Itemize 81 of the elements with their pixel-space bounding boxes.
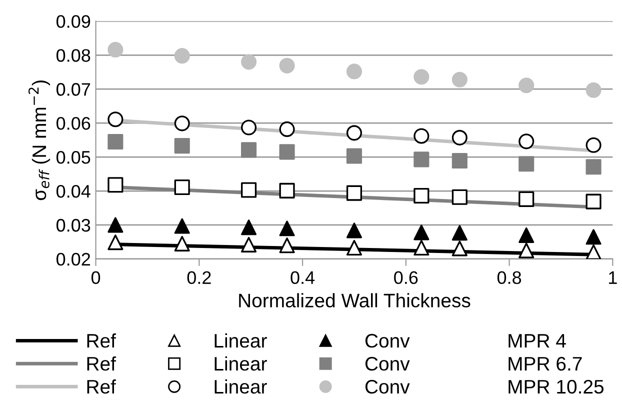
x-tick-label: 1 [609, 271, 617, 284]
point [452, 189, 468, 205]
point [279, 238, 295, 254]
point [586, 159, 602, 175]
x-tick-label: 0.8 [497, 271, 522, 284]
legend-label: Ref [87, 333, 116, 348]
point [108, 217, 124, 233]
point [452, 225, 468, 241]
legend-label: Ref [87, 356, 116, 371]
point [414, 188, 430, 204]
point [108, 134, 124, 150]
y-tick-label: 0.06 [56, 117, 90, 130]
point [346, 185, 362, 201]
x-tick-label: 0 [91, 271, 100, 284]
y-tick-label: 0.02 [56, 252, 90, 266]
point [586, 194, 602, 210]
point [279, 182, 295, 198]
point [346, 64, 362, 80]
x-tick-label: 0.2 [187, 271, 211, 284]
point [346, 148, 362, 164]
x-tick-label: 0.6 [394, 271, 418, 284]
point [518, 242, 534, 258]
text: MPR 10.25 [508, 380, 604, 394]
legend-label: Conv [365, 356, 410, 371]
legend-label: Conv [365, 334, 410, 348]
y-tick-label: 0.09 [56, 15, 90, 28]
point [586, 137, 602, 153]
point [108, 42, 124, 58]
point [586, 229, 602, 245]
point [518, 78, 534, 94]
legend-label: Conv [365, 380, 410, 394]
point [518, 134, 534, 150]
point [452, 153, 468, 169]
point [518, 227, 534, 243]
point [241, 220, 257, 236]
point [174, 180, 190, 196]
point [518, 191, 534, 207]
y-tick-label: 0.07 [56, 83, 90, 96]
point [174, 236, 190, 252]
point [108, 234, 124, 250]
point [452, 240, 468, 256]
point [414, 152, 430, 168]
point [241, 54, 257, 70]
text: MPR 4 [508, 334, 566, 348]
y-tick-label: 0.08 [56, 49, 90, 62]
point [108, 112, 124, 128]
point [241, 142, 257, 158]
point [346, 222, 362, 238]
point [452, 130, 468, 146]
point [241, 236, 257, 252]
y-tick-label: 0.03 [56, 218, 90, 232]
legend-label: Ref [87, 379, 116, 394]
y-tick-label: 0.04 [56, 184, 90, 198]
point [174, 116, 190, 132]
point [108, 177, 124, 193]
point [414, 128, 430, 144]
point [279, 144, 295, 160]
point [346, 240, 362, 256]
point [241, 120, 257, 136]
point [414, 240, 430, 256]
point [346, 125, 362, 141]
y-axis-title: σ$_{eff}$ (N mm$^{−2}$) [28, 80, 50, 200]
point [452, 72, 468, 88]
point [279, 220, 295, 236]
legend-label: Linear [214, 356, 267, 371]
point [241, 182, 257, 198]
x-tick-label: 0.4 [290, 271, 315, 284]
point [174, 138, 190, 154]
text: MPR 6.7 [508, 356, 582, 371]
point [518, 156, 534, 172]
point [414, 224, 430, 240]
y-tick-label: 0.05 [56, 150, 90, 164]
point [279, 121, 295, 137]
point [174, 218, 190, 234]
point [586, 82, 602, 98]
point [279, 58, 295, 74]
legend-label: Linear [214, 333, 267, 348]
point [174, 48, 190, 64]
legend-label: Linear [214, 379, 267, 394]
x-axis-title: Normalized Wall Thickness [239, 293, 470, 308]
point [414, 69, 430, 85]
